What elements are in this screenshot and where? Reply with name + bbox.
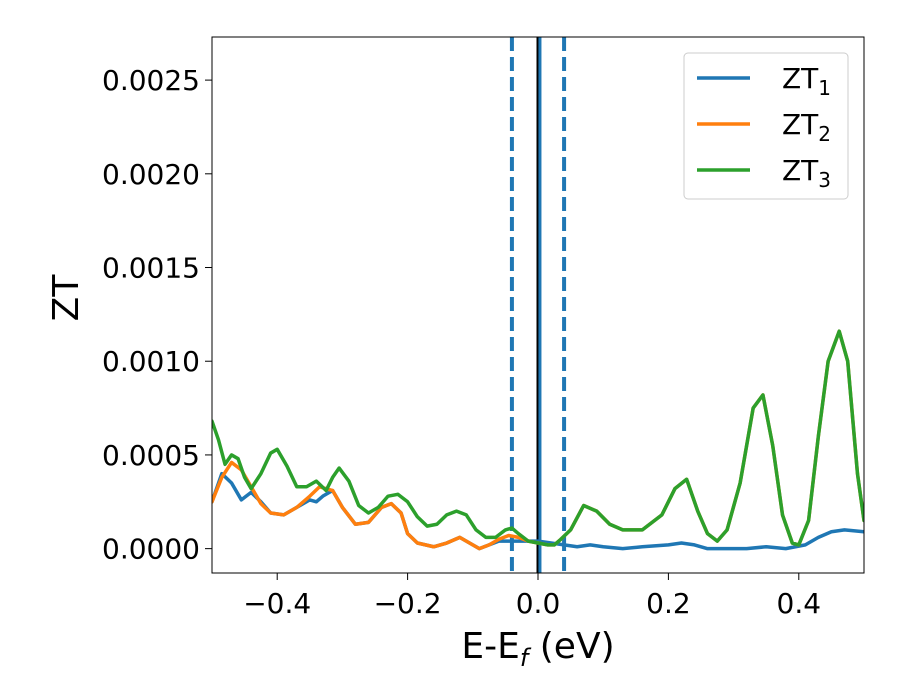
y-tick-label: 0.0000 (102, 533, 200, 566)
x-axis: −0.4 −0.2 0.0 0.2 0.4 (243, 573, 821, 620)
legend-label-subscript: 3 (818, 168, 831, 192)
y-axis: 0.0000 0.0005 0.0010 0.0015 0.0020 0.0025 (102, 64, 212, 566)
x-tick-label: −0.2 (374, 587, 442, 620)
y-axis-label: ZT (46, 274, 87, 322)
legend-label-main: ZT (782, 154, 819, 187)
reference-lines (509, 37, 567, 573)
x-tick-label: 0.2 (646, 587, 691, 620)
legend-label-main: ZT (782, 108, 819, 141)
legend-label-zt1: ZT1 (782, 62, 831, 100)
legend-box (683, 52, 849, 200)
legend-label-zt3: ZT3 (782, 154, 831, 192)
x-tick-label: 0.4 (777, 587, 822, 620)
legend-label-subscript: 2 (818, 122, 831, 146)
x-axis-label-unit: (eV) (528, 626, 614, 667)
x-axis-label: E-Ef (eV) (461, 626, 614, 672)
y-tick-label: 0.0015 (102, 252, 200, 285)
y-tick-label: 0.0025 (102, 64, 200, 97)
y-tick-label: 0.0020 (102, 158, 200, 191)
legend-label-main: ZT (782, 62, 819, 95)
series-line-zt3 (212, 329, 864, 547)
x-tick-label: 0.0 (516, 587, 561, 620)
x-axis-label-main: E-E (461, 626, 519, 667)
legend-label-subscript: 1 (818, 76, 831, 100)
series-lines (212, 329, 864, 551)
legend-label-zt2: ZT2 (782, 108, 831, 146)
x-tick-label: −0.4 (243, 587, 311, 620)
y-tick-label: 0.0010 (102, 345, 200, 378)
y-tick-label: 0.0005 (102, 439, 200, 472)
